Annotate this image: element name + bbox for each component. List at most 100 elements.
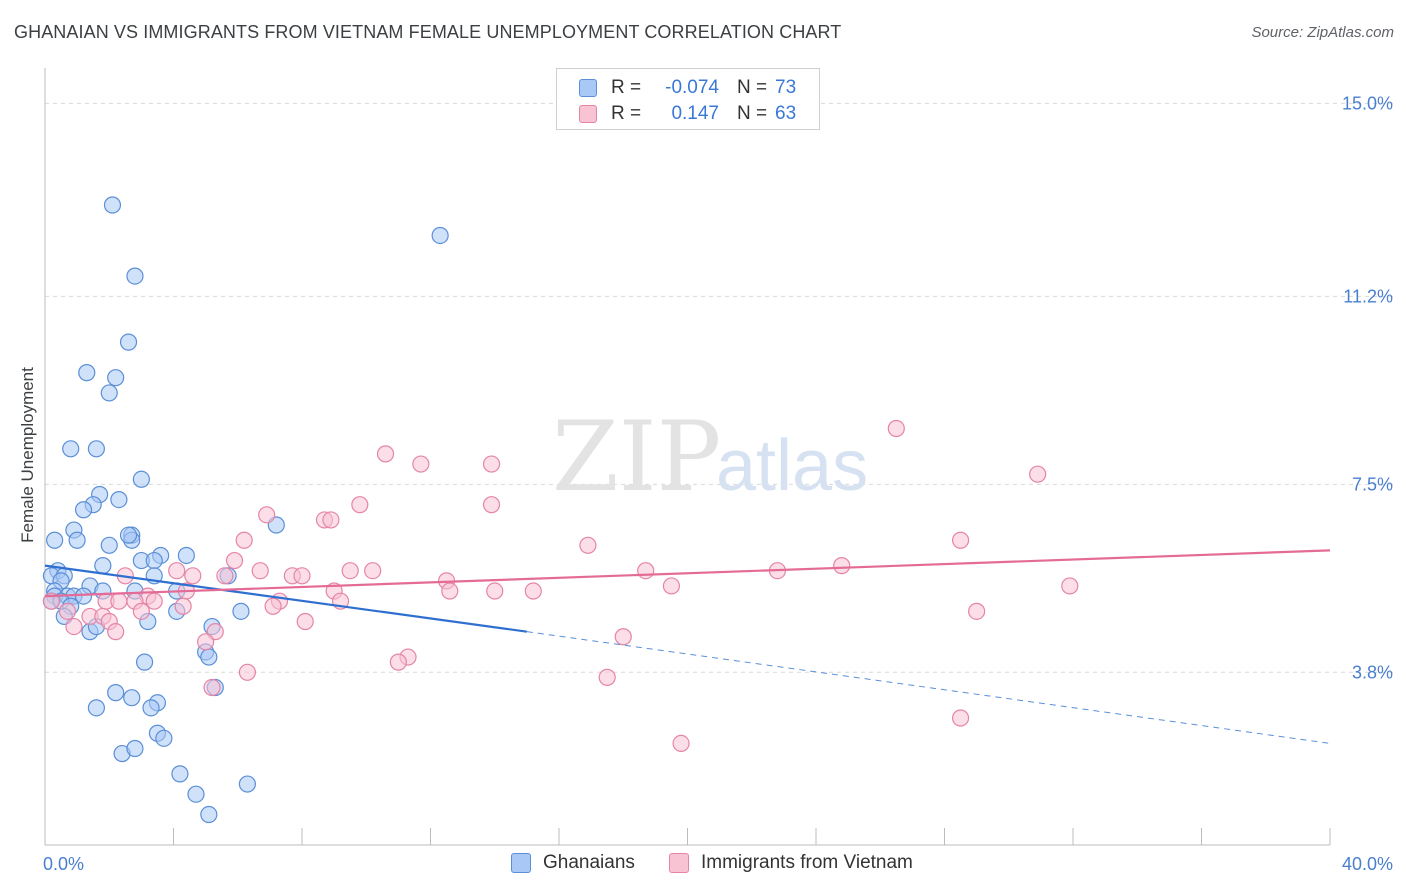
data-point [887, 419, 905, 438]
n-value: 63 [775, 103, 797, 124]
watermark-atlas: atlas [716, 426, 868, 506]
data-point [833, 557, 851, 575]
data-point [412, 455, 430, 473]
data-point [238, 663, 256, 681]
data-point [662, 577, 681, 595]
data-point [110, 592, 128, 610]
data-point [145, 551, 163, 570]
data-point [58, 602, 77, 620]
data-point [364, 562, 382, 580]
data-point [351, 496, 369, 514]
stats-row-vietnam: R = 0.147 N = 63 [579, 102, 796, 126]
trendline-vietnam [44, 549, 1331, 598]
data-point [951, 531, 970, 549]
data-point [184, 567, 202, 585]
n-label: N = [737, 77, 768, 98]
data-point [296, 612, 314, 631]
data-point [126, 267, 144, 285]
data-point [614, 628, 632, 646]
data-point [486, 582, 504, 600]
r-value: -0.074 [665, 77, 719, 98]
data-point [264, 597, 282, 615]
data-point [431, 226, 449, 245]
legend-swatch-ghanaians [511, 853, 531, 873]
data-point [951, 709, 970, 727]
legend-label-vietnam: Immigrants from Vietnam [701, 852, 913, 873]
source-label: Source: ZipAtlas.com [1251, 24, 1394, 41]
data-point [441, 582, 459, 600]
data-point [107, 369, 125, 387]
x-tick-label: 0.0% [43, 854, 84, 874]
data-point [376, 445, 395, 463]
data-point [110, 490, 128, 509]
data-point [235, 531, 253, 549]
data-point [87, 699, 106, 717]
data-point [482, 496, 501, 514]
data-point [46, 531, 64, 549]
data-point [65, 617, 83, 636]
series-ghanaians [42, 196, 449, 824]
data-point [174, 597, 192, 615]
data-point [126, 739, 144, 758]
data-point [637, 562, 655, 580]
data-point [119, 526, 138, 544]
data-point [142, 699, 160, 717]
data-point [103, 196, 122, 214]
data-point [251, 562, 269, 580]
n-value: 73 [775, 77, 797, 98]
data-point [389, 653, 407, 671]
data-point [238, 775, 256, 793]
data-point [74, 501, 93, 519]
data-point [258, 506, 276, 524]
data-point [168, 562, 186, 580]
data-point [171, 765, 189, 783]
data-point [225, 551, 244, 570]
data-point [68, 531, 86, 549]
stats-legend: R = -0.074 N = 73 R = 0.147 N = 63 [556, 68, 820, 130]
data-point [42, 592, 61, 610]
y-tick-label: 11.2% [1343, 286, 1393, 306]
data-point [135, 653, 154, 671]
data-point [177, 546, 195, 565]
data-point [200, 805, 218, 824]
data-point [187, 785, 205, 803]
series-legend: Ghanaians Immigrants from Vietnam [0, 852, 1406, 876]
r-label: R = [611, 77, 642, 98]
legend-swatch-vietnam [579, 105, 597, 123]
data-point [155, 729, 173, 747]
data-point [78, 364, 96, 382]
r-value: 0.147 [671, 103, 719, 124]
data-point [293, 567, 311, 585]
data-point [216, 567, 234, 585]
y-tick-label: 15.0% [1342, 93, 1393, 113]
data-point [524, 582, 542, 600]
y-tick-label: 3.8% [1352, 662, 1393, 682]
data-point [232, 602, 250, 620]
data-point [87, 440, 106, 458]
y-tick-label: 7.5% [1352, 474, 1393, 494]
data-point [200, 648, 218, 666]
data-point [132, 602, 150, 620]
legend-item-vietnam[interactable]: Immigrants from Vietnam [669, 852, 913, 874]
data-point [100, 384, 118, 402]
data-point [119, 333, 138, 351]
legend-swatch-vietnam [669, 853, 689, 873]
data-point [672, 734, 690, 753]
trendline-ghanaians-extension [526, 631, 1331, 744]
data-point [100, 536, 118, 554]
n-label: N = [737, 103, 768, 124]
chart-title: GHANAIAN VS IMMIGRANTS FROM VIETNAM FEMA… [14, 22, 842, 42]
data-point [197, 633, 215, 651]
watermark-zip: ZIP [552, 401, 721, 513]
data-point [322, 511, 340, 529]
data-point [579, 536, 597, 554]
legend-item-ghanaians[interactable]: Ghanaians [511, 852, 635, 874]
data-point [482, 455, 501, 473]
r-label: R = [611, 103, 642, 124]
legend-label-ghanaians: Ghanaians [543, 852, 635, 873]
trendline-ghanaians [44, 564, 528, 633]
data-point [341, 562, 359, 580]
data-point [94, 557, 112, 575]
x-tick-label: 40.0% [1342, 854, 1393, 874]
